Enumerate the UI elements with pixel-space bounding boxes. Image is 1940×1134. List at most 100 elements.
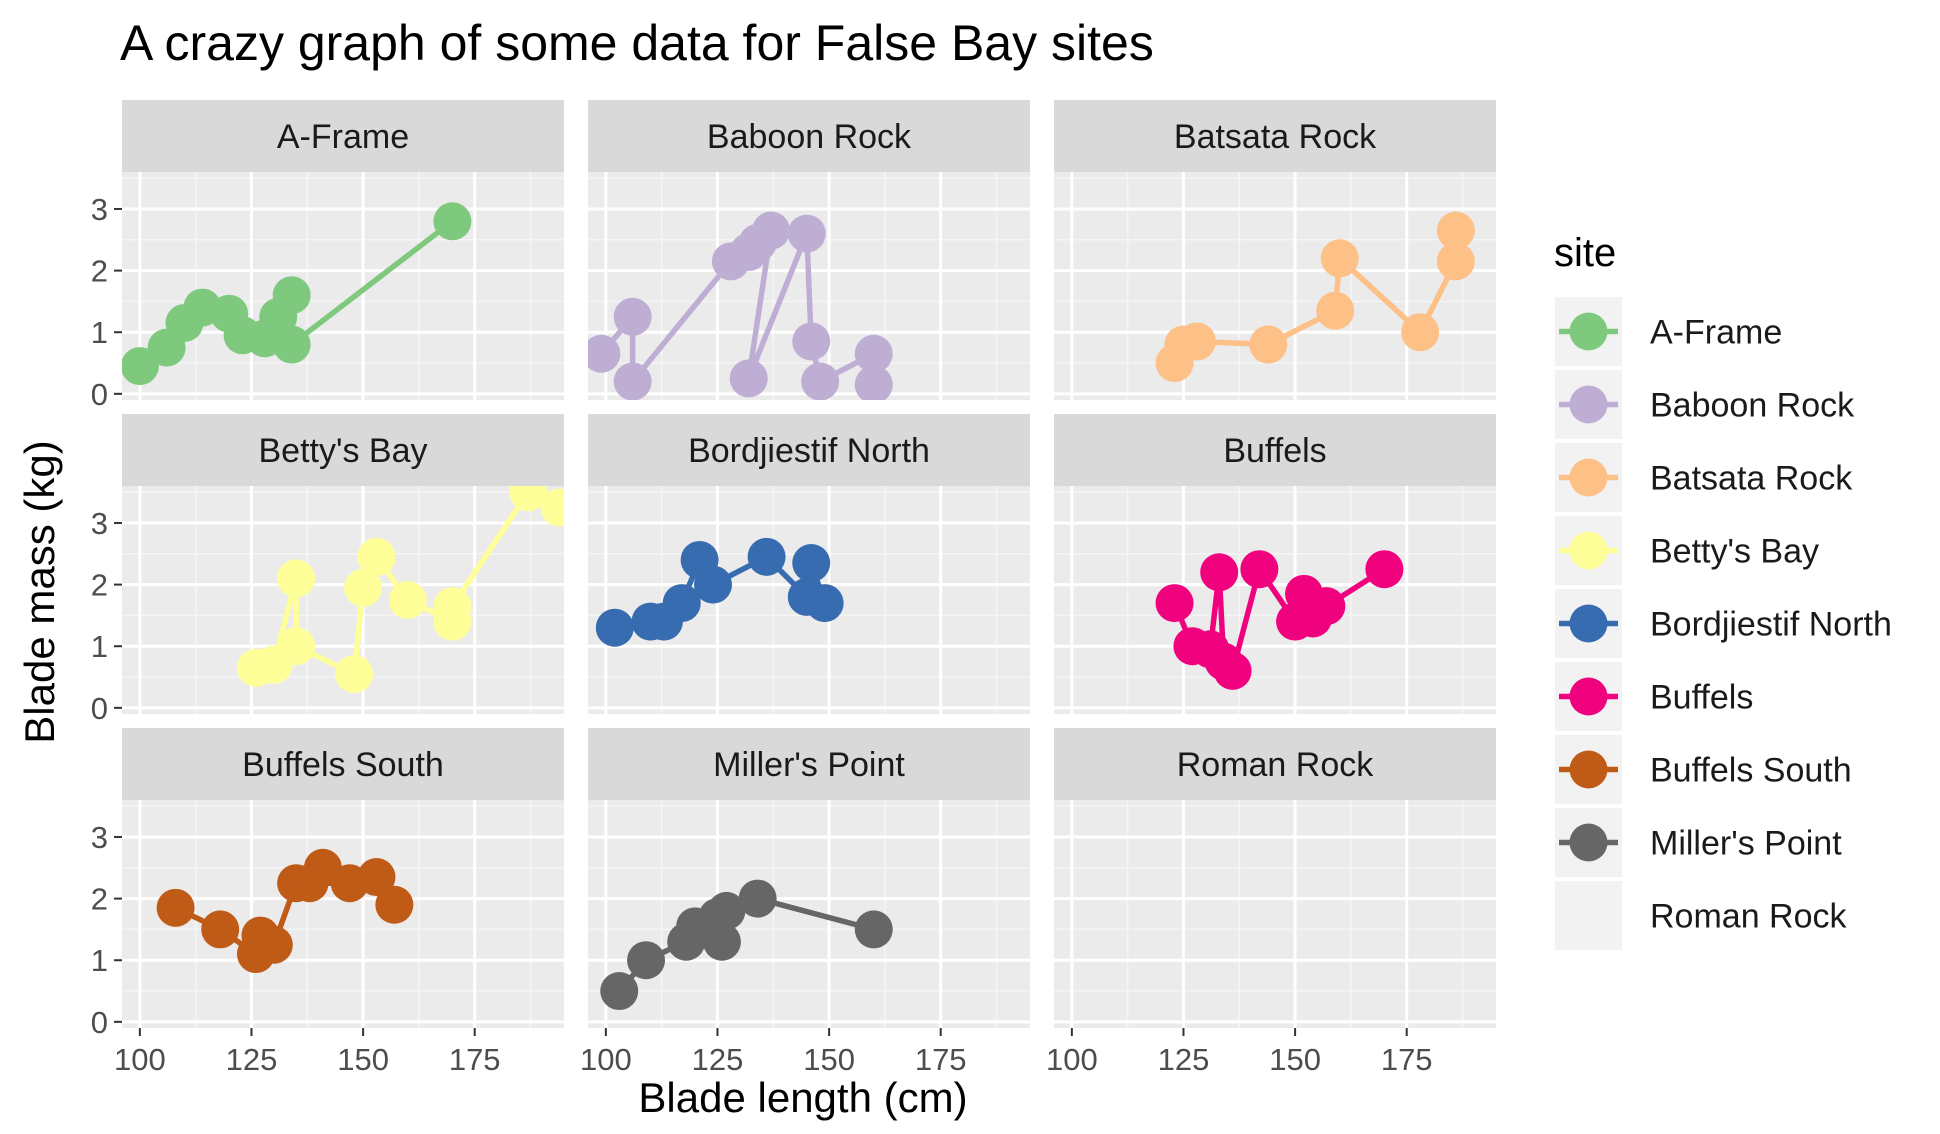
legend-item-buffels: Buffels — [1555, 662, 1753, 731]
panel-a-frame-point — [433, 202, 472, 241]
panel-miller-s-point-point — [702, 922, 741, 961]
y-axis-title: Blade mass (kg) — [16, 440, 63, 743]
panel-bordjiestif-north-strip — [588, 414, 1030, 486]
panel-betty-s-bay-point — [277, 627, 316, 666]
panel-betty-s-bay-strip — [122, 414, 564, 486]
panel-betty-s-bay-series — [236, 486, 564, 693]
legend-item-betty-s-bay: Betty's Bay — [1555, 516, 1819, 585]
panel-betty-s-bay-y-tick-label: 1 — [91, 629, 108, 664]
panel-roman-rock-strip — [1054, 728, 1496, 800]
panel-betty-s-bay-point — [388, 581, 427, 619]
panel-batsata-rock-point — [1177, 322, 1216, 361]
panel-buffels-south-strip-label: Buffels South — [242, 746, 444, 784]
legend-item-buffels-key-point — [1569, 677, 1608, 716]
panel-buffels-south-x-tick-label: 100 — [114, 1042, 166, 1077]
panel-a-frame-point — [272, 276, 311, 315]
panel-buffels-point — [1240, 550, 1279, 589]
panel-bordjiestif-north-point — [595, 608, 634, 647]
panel-batsata-rock-strip-label: Batsata Rock — [1174, 118, 1377, 156]
panel-buffels-strip — [1054, 414, 1496, 486]
panel-bordjiestif-north-point — [694, 565, 733, 604]
panel-miller-s-point-series — [600, 879, 893, 1011]
panel-roman-rock: Roman Rock 100 125 150 175 — [1046, 728, 1496, 1077]
panel-baboon-rock-point — [729, 359, 768, 398]
panel-roman-rock-x-tick-label: 150 — [1269, 1042, 1321, 1077]
panel-baboon-rock-strip — [588, 100, 1030, 172]
panel-buffels-south-point — [357, 858, 396, 897]
panel-miller-s-point-x-tick-label: 150 — [803, 1042, 855, 1077]
legend-item-a-frame-key-point — [1569, 312, 1608, 351]
panel-buffels-south-x-tick-label: 125 — [226, 1042, 278, 1077]
legend-item-batsata-rock: Batsata Rock — [1555, 443, 1853, 512]
legend-item-bordjiestif-north: Bordjiestif North — [1555, 589, 1892, 658]
legend-item-miller-s-point-key-point — [1569, 823, 1608, 862]
legend-item-buffels-south-key-point — [1569, 750, 1608, 789]
panel-baboon-rock-strip-label: Baboon Rock — [707, 118, 912, 156]
legend-item-miller-s-point-label: Miller's Point — [1650, 825, 1842, 863]
legend-item-bordjiestif-north-key-point — [1569, 604, 1608, 643]
panel-baboon-rock-point — [588, 334, 621, 373]
panel-miller-s-point-strip — [588, 728, 1030, 800]
legend-item-baboon-rock-label: Baboon Rock — [1650, 387, 1855, 425]
panel-buffels-plot-background — [1054, 486, 1496, 714]
panel-betty-s-bay: Betty's Bay 0 1 2 3 — [91, 414, 564, 726]
panel-buffels-south-y-tick-label: 3 — [91, 820, 108, 855]
panel-betty-s-bay-point — [335, 654, 374, 693]
panel-betty-s-bay-point — [357, 537, 396, 576]
panel-a-frame-series — [122, 202, 472, 386]
panel-buffels-south-point — [254, 925, 293, 964]
panel-buffels-south-x-tick-label: 175 — [449, 1042, 501, 1077]
panel-betty-s-bay-strip-label: Betty's Bay — [258, 432, 427, 470]
panel-bordjiestif-north-point — [662, 584, 701, 623]
chart-title: A crazy graph of some data for False Bay… — [120, 15, 1154, 71]
panel-bordjiestif-north-point — [805, 584, 844, 623]
legend-item-betty-s-bay-key-point — [1569, 531, 1608, 570]
legend-item-roman-rock: Roman Rock — [1555, 881, 1848, 950]
panel-roman-rock-x-tick-label: 125 — [1158, 1042, 1210, 1077]
panel-batsata-rock-point — [1436, 242, 1475, 281]
panel-bordjiestif-north-point — [792, 544, 831, 583]
panel-a-frame-y-tick-label: 0 — [91, 377, 108, 412]
legend-item-roman-rock-label: Roman Rock — [1650, 898, 1848, 936]
legend-item-betty-s-bay-label: Betty's Bay — [1650, 533, 1819, 571]
x-axis-title: Blade length (cm) — [638, 1074, 967, 1121]
panel-a-frame-y-tick-label: 1 — [91, 315, 108, 350]
panel-bordjiestif-north: Bordjiestif North — [588, 414, 1030, 714]
panel-baboon-rock-point — [854, 365, 893, 400]
panel-a-frame-strip-label: A-Frame — [277, 118, 409, 156]
panel-miller-s-point-point — [600, 972, 639, 1011]
panel-buffels-south-point — [201, 910, 240, 949]
panel-buffels: Buffels — [1054, 414, 1496, 714]
panel-miller-s-point-x-tick-label: 100 — [580, 1042, 632, 1077]
legend-item-baboon-rock: Baboon Rock — [1555, 370, 1855, 439]
panel-batsata-rock-point — [1249, 325, 1288, 364]
panel-buffels-south-point — [290, 864, 329, 903]
panel-betty-s-bay-point — [344, 568, 383, 607]
facet-panels: A-Frame 0 1 2 3 Baboon Rock Batsata Rock Betty'… — [91, 100, 1496, 1077]
panel-buffels-south-y-tick-label: 0 — [91, 1005, 108, 1040]
panel-baboon-rock-point — [613, 297, 652, 336]
panel-roman-rock-strip-label: Roman Rock — [1177, 746, 1375, 784]
panel-betty-s-bay-y-tick-label: 3 — [91, 506, 108, 541]
panel-buffels-south: Buffels South 0 1 2 3 100 125 150 175 — [91, 728, 564, 1077]
legend-item-bordjiestif-north-label: Bordjiestif North — [1650, 606, 1892, 644]
panel-a-frame-y-tick-label: 2 — [91, 254, 108, 289]
panel-miller-s-point-point — [627, 941, 666, 980]
legend-item-buffels-label: Buffels — [1650, 679, 1753, 717]
panel-baboon-rock-point — [854, 334, 893, 373]
panel-buffels-south-point — [156, 888, 195, 927]
panel-batsata-rock-point — [1401, 313, 1440, 352]
panel-roman-rock-x-tick-label: 175 — [1381, 1042, 1433, 1077]
panel-a-frame-y-tick-label: 3 — [91, 192, 108, 227]
legend-item-roman-rock-key — [1555, 881, 1622, 950]
panel-miller-s-point-strip-label: Miller's Point — [713, 746, 905, 784]
panel-batsata-rock-plot-background — [1054, 172, 1496, 400]
panel-batsata-rock: Batsata Rock — [1054, 100, 1496, 400]
panel-buffels-strip-label: Buffels — [1223, 432, 1326, 470]
legend-item-batsata-rock-label: Batsata Rock — [1650, 460, 1853, 498]
panel-baboon-rock-point — [792, 322, 831, 361]
legend-title: site — [1554, 231, 1616, 275]
panel-a-frame-plot-background — [122, 172, 564, 400]
panel-buffels-south-point — [375, 885, 414, 924]
